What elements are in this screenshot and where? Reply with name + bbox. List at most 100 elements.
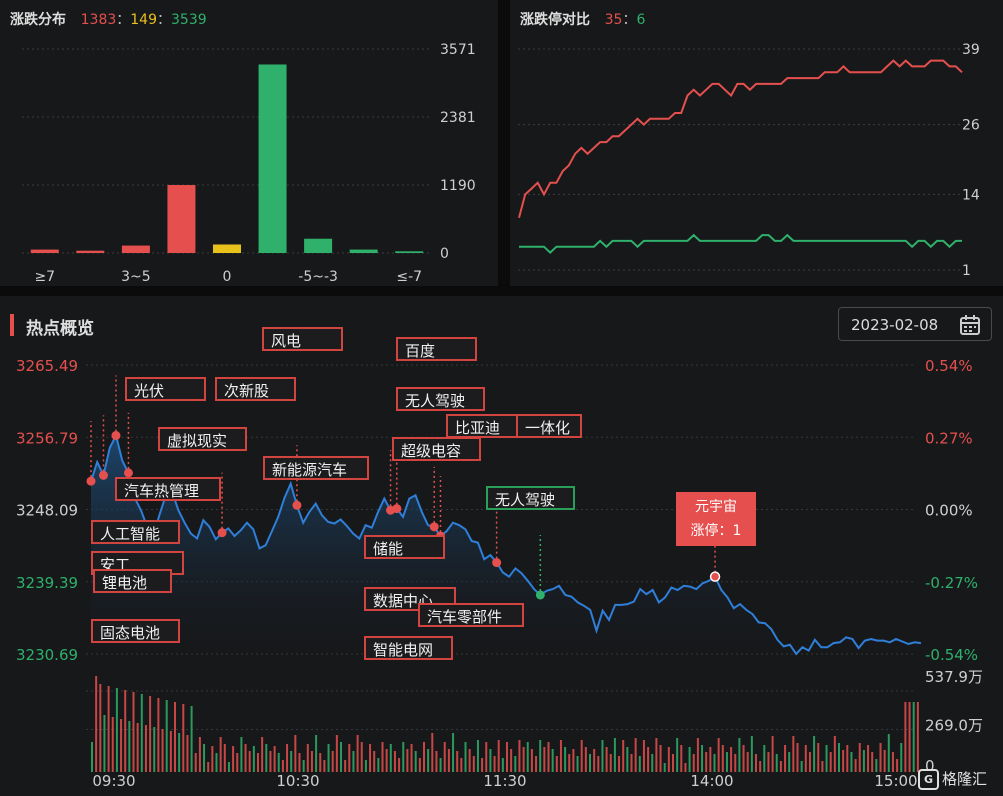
volume-bar: [107, 686, 110, 772]
volume-bar: [593, 749, 596, 772]
limit-up-callout[interactable]: 元宇宙 涨停：1: [676, 492, 756, 546]
hot-tag[interactable]: 储能: [364, 535, 445, 559]
volume-bar: [111, 717, 114, 772]
volume-bar: [626, 747, 629, 772]
hot-tag[interactable]: 智能电网: [364, 636, 453, 660]
volume-bar: [132, 692, 135, 772]
hot-tag[interactable]: 汽车零部件: [418, 603, 524, 627]
volume-bar: [788, 752, 791, 772]
volume-bar: [273, 746, 276, 772]
volume-bar: [190, 706, 193, 772]
volume-bar: [203, 744, 206, 772]
volume-bar: [277, 753, 280, 772]
hot-tag[interactable]: 无人驾驶: [396, 387, 485, 411]
hot-tag[interactable]: 锂电池: [93, 569, 172, 593]
volume-bar: [464, 742, 467, 772]
volume-bar: [452, 733, 455, 772]
hot-tag[interactable]: 人工智能: [91, 520, 180, 544]
volume-bar: [261, 737, 264, 772]
volume-bar: [335, 735, 338, 772]
volume-bar: [265, 744, 268, 772]
volume-bar: [385, 749, 388, 772]
volume-bar: [759, 761, 762, 772]
y-tick-label: 39: [962, 42, 980, 58]
volume-bar: [95, 676, 98, 772]
volume-bar: [236, 753, 239, 772]
volume-bar: [821, 761, 824, 772]
hot-tag[interactable]: 汽车热管理: [115, 477, 221, 501]
volume-bar: [817, 743, 820, 772]
limit-comparison-panel: 涨跌停对比 35：6 1 14 26 39: [510, 0, 1003, 286]
separator: ：: [622, 12, 637, 28]
volume-bar: [364, 760, 367, 772]
volume-bar: [144, 725, 147, 772]
volume-bar: [194, 753, 197, 772]
volume-bar: [887, 734, 890, 772]
volume-bar: [128, 721, 131, 772]
volume-bar: [281, 760, 284, 772]
y-left-tick-label: 3230.69: [16, 646, 78, 664]
volume-bar: [667, 747, 670, 772]
volume-bar: [518, 740, 521, 772]
bar: [121, 245, 150, 253]
event-marker: [98, 470, 108, 480]
volume-bar: [713, 754, 716, 772]
limit-title-text: 涨跌停对比: [520, 12, 590, 28]
volume-bar: [219, 737, 222, 772]
hot-tag[interactable]: 百度: [396, 337, 477, 361]
volume-bar: [622, 740, 625, 772]
index-line: [90, 432, 922, 656]
date-picker[interactable]: 2023-02-08: [838, 307, 992, 341]
volume-bar: [497, 740, 500, 772]
volume-bar: [684, 763, 687, 772]
volume-bar: [912, 702, 915, 772]
volume-bar: [638, 756, 641, 772]
volume-bar: [767, 752, 770, 772]
volume-bar: [688, 747, 691, 772]
distribution-panel: 涨跌分布 1383：149：3539 0 1190 2381 3571 ≥7 3~5 0 -5…: [0, 0, 498, 286]
hot-tag[interactable]: 光伏: [125, 377, 206, 401]
volume-bar: [252, 746, 255, 772]
volume-bar: [476, 740, 479, 772]
volume-bar: [481, 758, 484, 772]
hot-tag[interactable]: 无人驾驶: [486, 486, 575, 510]
volume-bar: [103, 715, 106, 772]
y-left-tick-label: 3265.49: [16, 357, 78, 375]
hot-tag[interactable]: 新能源汽车: [263, 456, 369, 480]
volume-bar: [124, 690, 127, 772]
volume-bar: [406, 749, 409, 772]
volume-bar: [431, 733, 434, 772]
volume-bar: [485, 742, 488, 772]
hot-tag[interactable]: 数据中心: [364, 587, 456, 611]
volume-bar: [559, 740, 562, 772]
x-tick-label: 0: [223, 269, 232, 285]
x-tick-label: 15:00: [874, 772, 917, 790]
series-line: [518, 59, 963, 218]
volume-bar: [721, 745, 724, 772]
volume-bar: [842, 750, 845, 772]
volume-bar: [344, 760, 347, 772]
volume-bar: [535, 756, 538, 772]
bar: [30, 249, 59, 253]
volume-bar: [613, 738, 616, 772]
hot-tag[interactable]: 比亚迪: [446, 414, 521, 438]
volume-bar: [904, 702, 907, 772]
volume-bar: [692, 754, 695, 772]
volume-bar: [269, 751, 272, 772]
y-left-tick-label: 3248.09: [16, 502, 78, 520]
hot-tag[interactable]: 虚拟现实: [158, 427, 247, 451]
section-accent-bar: [10, 314, 14, 336]
volume-bar: [916, 702, 919, 772]
hot-tag[interactable]: 次新股: [215, 377, 296, 401]
hot-tag[interactable]: 风电: [262, 327, 343, 351]
separator: ：: [157, 12, 171, 28]
volume-bar: [207, 762, 210, 772]
volume-bar: [701, 745, 704, 772]
hot-tag[interactable]: 固态电池: [91, 619, 180, 643]
limit-up-count: 35: [604, 12, 623, 28]
volume-bar: [223, 744, 226, 772]
hot-tag[interactable]: 一体化: [516, 414, 582, 438]
volume-bar: [564, 747, 567, 772]
hot-tag[interactable]: 超级电容: [392, 437, 481, 461]
volume-bar: [232, 746, 235, 772]
